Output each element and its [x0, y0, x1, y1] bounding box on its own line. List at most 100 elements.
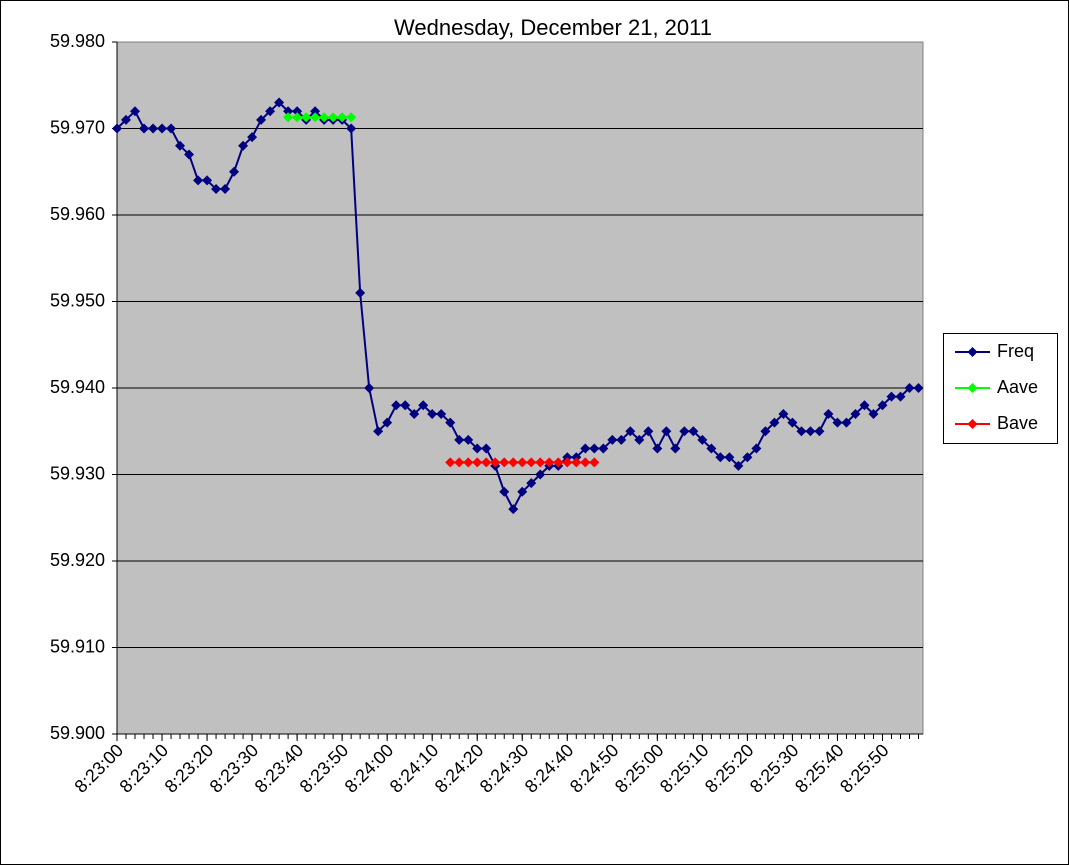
- marker: [661, 426, 672, 437]
- marker: [355, 287, 366, 298]
- marker: [562, 452, 573, 463]
- marker: [895, 391, 906, 402]
- marker: [121, 114, 132, 125]
- marker: [337, 112, 348, 123]
- marker: [715, 452, 726, 463]
- marker: [535, 457, 546, 468]
- marker: [634, 434, 645, 445]
- marker: [733, 460, 744, 471]
- marker: [697, 434, 708, 445]
- marker: [769, 417, 780, 428]
- marker: [310, 106, 321, 117]
- y-tick-label: 59.940: [50, 377, 105, 397]
- marker: [868, 408, 879, 419]
- marker: [571, 452, 582, 463]
- marker: [193, 175, 204, 186]
- marker: [517, 486, 528, 497]
- marker: [580, 443, 591, 454]
- marker: [481, 443, 492, 454]
- marker: [238, 140, 249, 151]
- marker: [805, 426, 816, 437]
- marker: [886, 391, 897, 402]
- y-tick-label: 59.970: [50, 117, 105, 137]
- y-tick-label: 59.980: [50, 31, 105, 51]
- marker: [283, 106, 294, 117]
- marker: [814, 426, 825, 437]
- marker: [652, 443, 663, 454]
- legend-label: Bave: [997, 413, 1038, 433]
- marker: [247, 132, 258, 143]
- marker: [517, 457, 528, 468]
- marker: [301, 112, 312, 123]
- marker: [364, 383, 375, 393]
- marker: [499, 486, 510, 497]
- marker: [850, 408, 861, 419]
- marker: [598, 443, 609, 454]
- marker: [229, 166, 240, 177]
- marker: [571, 457, 582, 468]
- marker: [328, 112, 339, 123]
- marker: [904, 383, 915, 393]
- marker: [292, 112, 303, 123]
- marker: [751, 443, 762, 454]
- marker: [454, 434, 465, 445]
- marker: [220, 184, 231, 195]
- marker: [472, 457, 483, 468]
- marker: [589, 457, 600, 468]
- legend-label: Aave: [997, 377, 1038, 397]
- marker: [841, 417, 852, 428]
- marker: [481, 457, 492, 468]
- marker: [832, 417, 843, 428]
- marker: [544, 457, 555, 468]
- marker: [499, 457, 510, 468]
- marker: [346, 112, 357, 123]
- marker: [625, 426, 636, 437]
- marker: [796, 426, 807, 437]
- marker: [760, 426, 771, 437]
- marker: [535, 469, 546, 480]
- marker: [409, 408, 420, 419]
- marker: [706, 443, 717, 454]
- marker: [724, 452, 735, 463]
- marker: [616, 434, 627, 445]
- marker: [553, 457, 564, 468]
- marker: [670, 443, 681, 454]
- marker: [157, 123, 168, 134]
- marker: [526, 457, 537, 468]
- marker: [508, 504, 519, 515]
- marker: [427, 408, 438, 419]
- marker: [526, 478, 537, 489]
- marker: [688, 426, 699, 437]
- marker: [418, 400, 429, 411]
- marker: [454, 457, 465, 468]
- marker: [256, 114, 267, 125]
- marker: [742, 452, 753, 463]
- marker: [148, 123, 159, 134]
- marker: [472, 443, 483, 454]
- legend-marker: [967, 347, 978, 357]
- marker: [679, 426, 690, 437]
- marker: [562, 457, 573, 468]
- marker: [607, 434, 618, 445]
- marker: [319, 112, 330, 123]
- marker: [643, 426, 654, 437]
- y-tick-label: 59.900: [50, 723, 105, 743]
- marker: [265, 106, 276, 117]
- y-tick-label: 59.930: [50, 463, 105, 483]
- legend-label: Freq: [997, 341, 1034, 361]
- marker: [346, 123, 357, 134]
- marker: [166, 123, 177, 134]
- marker: [382, 417, 393, 428]
- marker: [310, 112, 321, 123]
- marker: [139, 123, 150, 134]
- y-tick-label: 59.910: [50, 636, 105, 656]
- marker: [463, 434, 474, 445]
- legend-marker: [967, 419, 978, 429]
- marker: [859, 400, 870, 411]
- marker: [508, 457, 519, 468]
- marker: [112, 123, 122, 134]
- marker: [877, 400, 888, 411]
- marker: [823, 408, 834, 419]
- marker: [391, 400, 402, 411]
